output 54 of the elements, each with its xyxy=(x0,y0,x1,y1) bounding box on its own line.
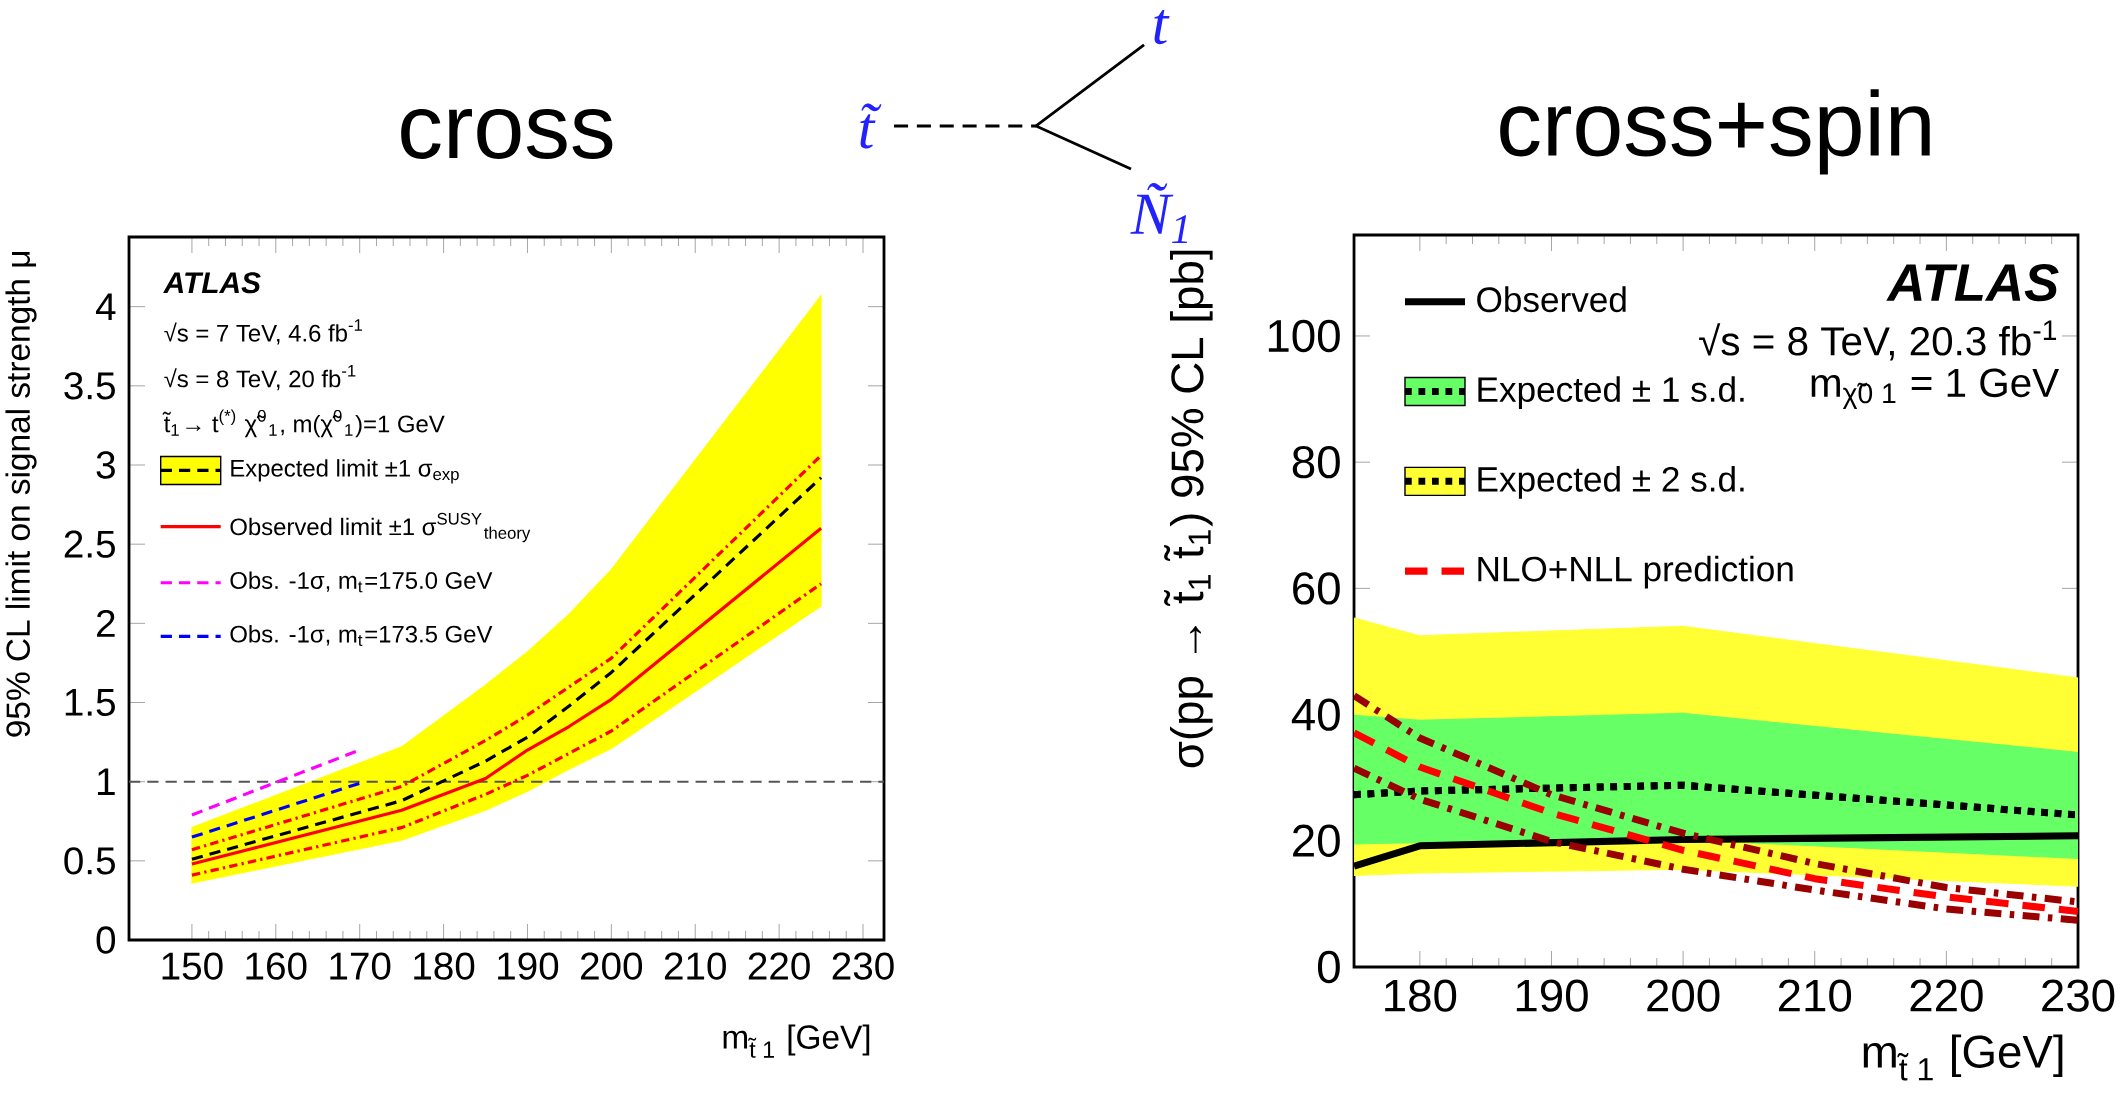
x-tick-label: 220 xyxy=(1910,979,1983,1012)
annotation: √s = 8 TeV, 20 fb$^{-1}$ xyxy=(164,365,356,391)
x-tick-label: 230 xyxy=(2042,979,2115,1012)
y-tick-label: 1 xyxy=(98,768,115,795)
y-tick-label: 4 xyxy=(95,293,116,320)
annotation: m$_{χ̃0 1}$ = 1 GeV xyxy=(1811,368,2060,409)
y-tick-label: 2.5 xyxy=(64,530,115,558)
x-tick-label: 150 xyxy=(162,952,223,980)
y-axis-title: 95% CL limit on signal strength μ xyxy=(5,251,37,737)
y-tick-label: 2 xyxy=(97,609,115,637)
text: Ñ$_{1}$ xyxy=(1130,183,1188,243)
x-tick-label: 200 xyxy=(1647,979,1720,1012)
y-tick-label: 40 xyxy=(1291,698,1340,731)
legend-label: Expected ± 1 s.d. xyxy=(1478,376,1744,409)
text: t̃ xyxy=(860,103,882,149)
legend-label: Obs. -1σ, m$_{t}$=175.0 GeV xyxy=(230,571,493,593)
legend-label: Observed xyxy=(1477,286,1626,313)
chart-title: cross xyxy=(401,108,613,159)
legend-label: NLO+NLL prediction xyxy=(1478,555,1793,589)
y-tick-label: 60 xyxy=(1293,572,1340,605)
annotation: ATLAS xyxy=(163,272,261,294)
y-axis-title: σ(pp → t̃$_{1}$ t̃$_{1}$) 95% CL [pb] xyxy=(1164,250,1213,768)
chart-title: cross+spin xyxy=(1500,89,1930,175)
y-tick-label: 0 xyxy=(96,926,116,954)
legend-label: Expected ± 2 s.d. xyxy=(1478,465,1744,499)
y-tick-label: 1.5 xyxy=(65,689,115,717)
x-tick-label: 190 xyxy=(498,952,559,980)
text: t̃$_{1}$→ t$^{(*)}$ χ̃$^{0}$$_{1}$, m(χ̃$^{0}$$_{1}$)=1 GeV xyxy=(162,409,445,438)
x-axis-title: m$_{t̃ 1}$ [GeV] xyxy=(723,1024,870,1058)
x-tick-label: 220 xyxy=(748,952,810,980)
x-tick-label: 170 xyxy=(330,952,391,980)
x-tick-label: 200 xyxy=(581,952,643,980)
y-tick-label: 3 xyxy=(96,451,115,479)
x-tick-label: 180 xyxy=(414,952,475,980)
y-tick-label: 80 xyxy=(1292,445,1340,479)
x-tick-label: 190 xyxy=(1516,979,1588,1012)
x-tick-label: 230 xyxy=(832,952,894,980)
annotation: √s = 8 TeV, 20.3 fb$^{-1}$ xyxy=(1699,320,2057,361)
y-tick-label: 20 xyxy=(1293,824,1340,857)
x-tick-label: 210 xyxy=(664,952,726,980)
y-tick-label: 3.5 xyxy=(64,372,115,400)
legend-label: Expected limit ±1 σ$_{exp}$ xyxy=(231,459,459,484)
y-tick-label: 0.5 xyxy=(64,847,115,875)
x-axis-title: m$_{t̃ 1}$ [GeV] xyxy=(1863,1034,2063,1081)
annotation: √s = 7 TeV, 4.6 fb$^{-1}$ xyxy=(164,319,363,345)
legend-label: Observed limit ±1 σ$^{SUSY}$theory xyxy=(230,512,531,543)
x-tick-label: 160 xyxy=(246,952,307,980)
x-tick-label: 180 xyxy=(1385,979,1457,1012)
y-tick-label: 0 xyxy=(1317,950,1340,984)
annotation: ATLAS xyxy=(1886,263,2059,302)
text: t xyxy=(1154,9,1170,45)
y-tick-label: 100 xyxy=(1268,319,1340,353)
legend-label: Obs. -1σ, m$_{t}$=173.5 GeV xyxy=(230,625,493,647)
x-tick-label: 210 xyxy=(1778,979,1852,1012)
